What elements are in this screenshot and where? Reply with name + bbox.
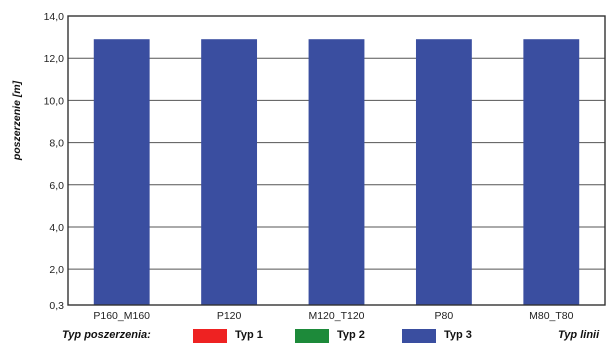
y-tick-label: 4,0 — [49, 222, 64, 234]
y-axis-label: poszerzenie [m] — [11, 80, 23, 161]
y-tick-labels: 14,0 12,0 10,0 8,0 6,0 4,0 2,0 0,3 — [44, 11, 65, 312]
legend-swatch-typ-1 — [193, 329, 227, 343]
y-tick-label: 2,0 — [49, 264, 64, 276]
y-tick-label: 0,3 — [49, 300, 64, 312]
legend-label-typ-3: Typ 3 — [444, 329, 472, 341]
y-tick-label: 14,0 — [44, 11, 65, 23]
y-tick-label: 8,0 — [49, 138, 64, 150]
plot-frame — [67, 15, 606, 306]
legend-title: Typ poszerzenia: — [62, 329, 151, 341]
bars-group — [93, 39, 580, 306]
legend-swatch-typ-2 — [295, 329, 329, 343]
x-tick-label: P120 — [217, 310, 242, 322]
x-tick-label: P160_M160 — [93, 310, 150, 322]
bar-p120 — [201, 39, 258, 306]
legend-swatch-typ-3 — [402, 329, 436, 343]
x-tick-label: M120_T120 — [308, 310, 364, 322]
y-tick-label: 10,0 — [44, 95, 65, 107]
y-tick-label: 6,0 — [49, 180, 64, 192]
legend: Typ poszerzenia: Typ 1 Typ 2 Typ 3 Typ l… — [0, 324, 611, 348]
y-tick-label: 12,0 — [44, 53, 65, 65]
bar-chart: 14,0 12,0 10,0 8,0 6,0 4,0 2,0 0,3 P160_M160 P12… — [11, 11, 606, 322]
x-tick-label: M80_T80 — [529, 310, 574, 322]
x-tick-label: P80 — [435, 310, 454, 322]
x-tick-labels: P160_M160 P120 M120_T120 P80 M80_T80 — [93, 310, 573, 322]
legend-label-typ-1: Typ 1 — [235, 329, 263, 341]
bar-p80 — [415, 39, 472, 306]
legend-label-typ-2: Typ 2 — [337, 329, 365, 341]
bar-m80_t80 — [523, 39, 580, 306]
bar-m120_t120 — [308, 39, 365, 306]
legend-right-label: Typ linii — [558, 329, 600, 341]
bar-p160_m160 — [93, 39, 150, 306]
